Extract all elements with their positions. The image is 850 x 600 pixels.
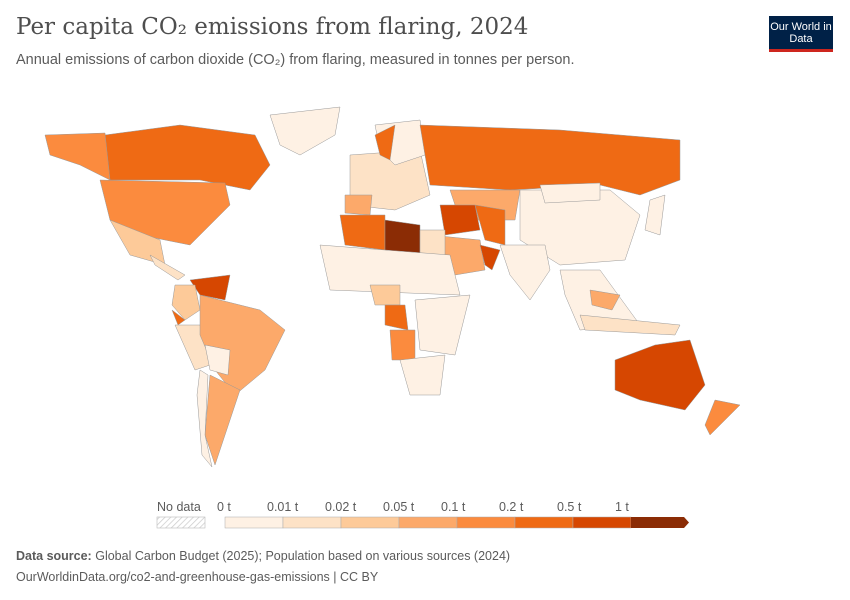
chart-title: Per capita CO₂ emissions from flaring, 2… [16,14,529,40]
country-algeria[interactable] [339,214,386,251]
country-oman[interactable] [479,244,501,271]
country-nigeria[interactable] [369,284,401,306]
legend-no-data-swatch [156,516,206,529]
legend-bin-label: 0.02 t [325,500,357,514]
country-middle-east[interactable] [439,204,481,236]
country-india[interactable] [499,244,551,301]
legend-bin-label: 1 t [615,500,629,514]
country-russia[interactable] [419,124,681,196]
country-greenland[interactable] [269,106,341,156]
country-east-africa[interactable] [414,294,471,356]
country-indonesia[interactable] [579,314,681,336]
legend-no-data-label: No data [157,500,201,514]
world-map [44,106,741,468]
chart-subtitle: Annual emissions of carbon dioxide (CO₂)… [16,52,575,68]
legend-bin-swatch [572,516,632,529]
country-alaska[interactable] [44,132,111,181]
legend-bin-swatch [456,516,516,529]
country-egypt[interactable] [419,229,446,256]
country-chile[interactable] [196,369,213,468]
country-venezuela[interactable] [189,274,231,301]
legend-bin-swatch [514,516,574,529]
country-new-zealand[interactable] [704,399,741,436]
owid-logo[interactable]: Our World in Data [769,16,833,52]
logo-text: Our World in Data [770,21,832,45]
country-ecuador[interactable] [171,309,186,326]
country-canada[interactable] [104,124,271,191]
country-gulf-guinea[interactable] [384,304,409,331]
legend: No data 0 t 0.01 t 0.02 t 0.05 t 0.1 t 0.2 t 0… [156,500,689,529]
data-source: Data source: Global Carbon Budget (2025)… [16,549,510,563]
country-spain[interactable] [344,194,373,216]
legend-bin-label: 0.01 t [267,500,299,514]
legend-bin-swatch [398,516,458,529]
country-mongolia[interactable] [539,182,601,204]
country-libya[interactable] [384,219,421,256]
legend-bin-label: 0.5 t [557,500,582,514]
country-japan[interactable] [644,194,666,236]
source-url[interactable]: OurWorldinData.org/co2-and-greenhouse-ga… [16,570,379,584]
country-bolivia[interactable] [204,344,231,376]
legend-bin-swatch [224,516,284,529]
legend-bin-label: 0.1 t [441,500,466,514]
country-iran[interactable] [474,204,506,246]
country-norway[interactable] [374,124,396,161]
legend-bin-label: 0.2 t [499,500,524,514]
legend-bin-label: 0.05 t [383,500,415,514]
country-colombia[interactable] [171,284,201,321]
country-angola[interactable] [389,329,416,361]
country-south-africa[interactable] [399,354,446,396]
legend-bin-swatch [282,516,342,529]
country-malaysia[interactable] [589,289,621,311]
legend-bin-swatch [631,517,689,528]
legend-bin-swatch [340,516,400,529]
source-label: Data source: [16,549,92,563]
country-sahel[interactable] [319,244,461,296]
country-australia[interactable] [614,339,706,411]
legend-bin-label: 0 t [217,500,231,514]
country-central-america[interactable] [149,254,186,281]
country-china[interactable] [519,189,641,266]
source-text: Global Carbon Budget (2025); Population … [95,549,511,563]
country-argentina[interactable] [204,374,241,466]
